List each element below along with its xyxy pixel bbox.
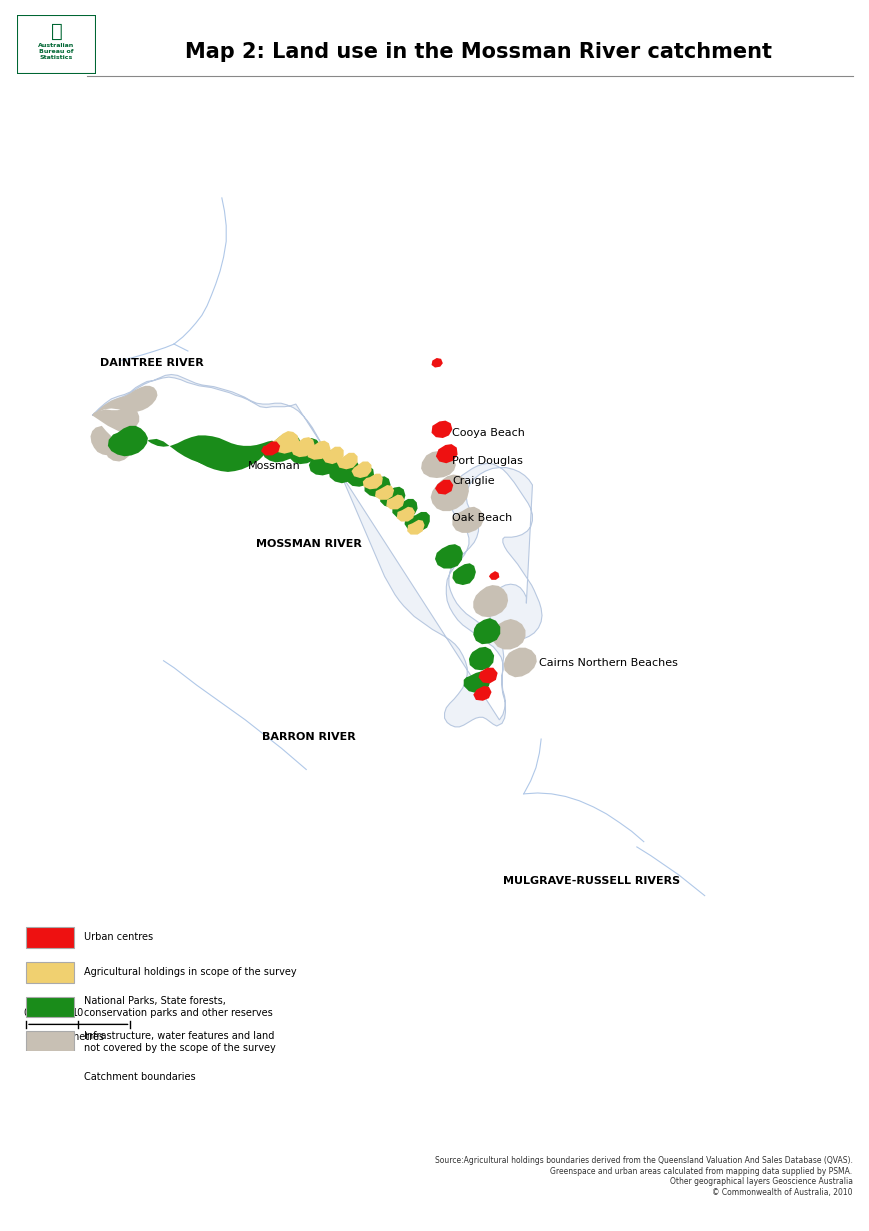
Polygon shape — [289, 438, 321, 464]
Polygon shape — [473, 618, 500, 644]
Text: Source:Agricultural holdings boundaries derived from the Queensland Valuation An: Source:Agricultural holdings boundaries … — [434, 1156, 852, 1197]
Polygon shape — [407, 519, 424, 534]
Text: Infrastructure, water features and land
not covered by the scope of the survey: Infrastructure, water features and land … — [84, 1032, 275, 1053]
Polygon shape — [431, 421, 452, 438]
Polygon shape — [488, 571, 499, 580]
Polygon shape — [261, 442, 280, 455]
Text: Mossman: Mossman — [248, 460, 301, 471]
Polygon shape — [380, 486, 405, 507]
Polygon shape — [430, 475, 468, 511]
Polygon shape — [435, 444, 457, 463]
Polygon shape — [375, 485, 394, 500]
Text: Craiglie: Craiglie — [452, 475, 494, 486]
Polygon shape — [108, 426, 148, 457]
Polygon shape — [362, 474, 382, 490]
Polygon shape — [92, 385, 157, 415]
Polygon shape — [452, 564, 475, 585]
Polygon shape — [364, 476, 390, 497]
Polygon shape — [290, 437, 315, 457]
FancyBboxPatch shape — [26, 927, 74, 948]
FancyBboxPatch shape — [26, 997, 74, 1018]
Text: 0: 0 — [23, 1008, 30, 1018]
Polygon shape — [452, 507, 483, 533]
Polygon shape — [90, 426, 117, 455]
Polygon shape — [347, 465, 374, 486]
Polygon shape — [351, 462, 371, 478]
Polygon shape — [308, 451, 339, 475]
Text: Map 2: Land use in the Mossman River catchment: Map 2: Land use in the Mossman River cat… — [185, 42, 771, 62]
Polygon shape — [473, 585, 507, 617]
Polygon shape — [468, 646, 494, 671]
Polygon shape — [273, 431, 299, 454]
Polygon shape — [386, 495, 404, 510]
Text: Cooya Beach: Cooya Beach — [452, 428, 525, 438]
Text: Oak Beach: Oak Beach — [452, 513, 512, 523]
FancyBboxPatch shape — [26, 961, 74, 982]
Text: 🌿: 🌿 — [50, 22, 63, 41]
Text: DAINTREE RIVER: DAINTREE RIVER — [100, 358, 204, 368]
Text: BARRON RIVER: BARRON RIVER — [262, 732, 355, 742]
Polygon shape — [431, 358, 442, 368]
Text: National Parks, State forests,
conservation parks and other reserves: National Parks, State forests, conservat… — [84, 996, 273, 1018]
Polygon shape — [463, 671, 490, 693]
Text: MULGRAVE-RUSSELL RIVERS: MULGRAVE-RUSSELL RIVERS — [502, 875, 680, 886]
Text: 10: 10 — [72, 1008, 84, 1018]
Polygon shape — [322, 447, 343, 464]
Text: Agricultural holdings in scope of the survey: Agricultural holdings in scope of the su… — [84, 968, 296, 977]
FancyBboxPatch shape — [26, 1032, 74, 1053]
Polygon shape — [421, 451, 455, 478]
Polygon shape — [262, 433, 301, 463]
Polygon shape — [492, 619, 525, 650]
Polygon shape — [396, 507, 415, 522]
Text: Urban centres: Urban centres — [84, 932, 153, 943]
Polygon shape — [392, 499, 417, 519]
FancyBboxPatch shape — [17, 15, 96, 74]
Polygon shape — [434, 480, 453, 495]
Text: Kilometres: Kilometres — [52, 1032, 104, 1043]
Polygon shape — [92, 409, 139, 432]
Text: Catchment boundaries: Catchment boundaries — [84, 1072, 196, 1082]
Polygon shape — [478, 667, 497, 683]
Polygon shape — [306, 441, 330, 459]
Polygon shape — [328, 457, 358, 484]
Polygon shape — [92, 374, 541, 726]
FancyBboxPatch shape — [26, 1066, 74, 1087]
Polygon shape — [106, 441, 130, 462]
Polygon shape — [404, 512, 429, 532]
Text: MOSSMAN RIVER: MOSSMAN RIVER — [255, 539, 362, 549]
Text: Cairns Northern Beaches: Cairns Northern Beaches — [539, 659, 678, 668]
Text: Australian
Bureau of
Statistics: Australian Bureau of Statistics — [38, 43, 75, 60]
Polygon shape — [136, 436, 274, 468]
Polygon shape — [189, 446, 269, 471]
Polygon shape — [336, 453, 357, 469]
Polygon shape — [473, 686, 491, 700]
Polygon shape — [434, 544, 462, 569]
Text: Port Douglas: Port Douglas — [452, 455, 522, 465]
Polygon shape — [503, 648, 536, 677]
